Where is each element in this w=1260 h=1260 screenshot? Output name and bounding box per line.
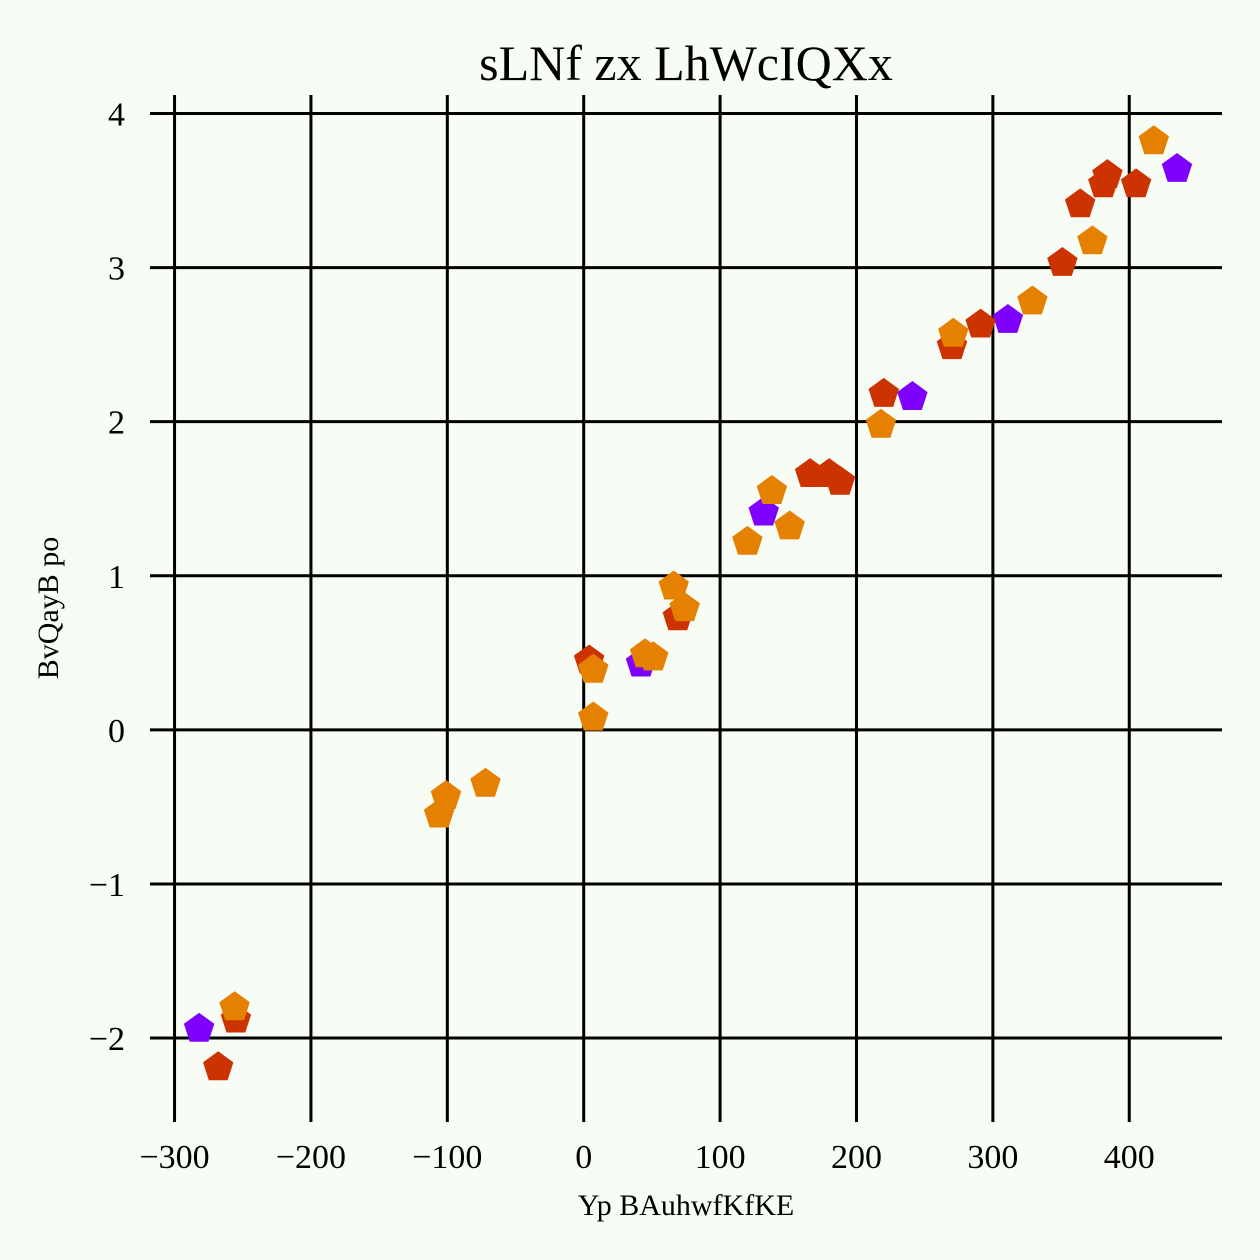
series-2 <box>219 125 1169 1021</box>
data-point <box>756 475 788 504</box>
chart-title: sLNf zx LhWcIQXx <box>479 35 893 91</box>
y-axis-ticks: −2 −1 0 1 2 3 4 <box>89 96 125 1058</box>
data-point <box>430 780 462 810</box>
y-axis-label: BvQayB po <box>32 537 65 680</box>
data-point <box>868 377 899 407</box>
data-points <box>183 125 1193 1081</box>
x-axis-ticks: −300 −200 −100 0 100 200 300 400 <box>139 1139 1154 1176</box>
data-point <box>1064 188 1096 218</box>
x-tick-label: 300 <box>967 1139 1018 1176</box>
data-point <box>578 701 609 731</box>
data-point <box>774 510 805 540</box>
data-point <box>1077 225 1108 255</box>
data-point <box>1120 168 1152 198</box>
y-tick-label: −2 <box>89 1021 125 1058</box>
y-tick-label: 4 <box>108 96 125 133</box>
data-point <box>938 317 969 347</box>
data-point <box>1138 125 1169 155</box>
data-point <box>183 1012 215 1042</box>
data-point <box>732 525 763 555</box>
data-point <box>203 1051 234 1081</box>
x-tick-label: 400 <box>1104 1139 1155 1176</box>
y-tick-label: 0 <box>108 713 125 750</box>
x-tick-label: 0 <box>575 1139 592 1176</box>
data-point <box>470 767 501 797</box>
x-axis-label: Yp BAuhwfKfKE <box>578 1189 794 1222</box>
data-point <box>992 304 1024 333</box>
data-point <box>1161 153 1193 182</box>
data-point <box>1092 159 1123 189</box>
grid <box>150 95 1222 1122</box>
data-point <box>1017 285 1048 315</box>
data-point <box>897 381 928 410</box>
data-point <box>219 991 250 1021</box>
data-point <box>865 408 897 438</box>
x-tick-label: −200 <box>276 1139 346 1176</box>
data-point <box>638 641 669 671</box>
data-point <box>658 570 689 600</box>
x-tick-label: −300 <box>139 1139 209 1176</box>
x-tick-label: 100 <box>695 1139 746 1176</box>
data-point <box>578 653 609 683</box>
y-tick-label: 2 <box>108 405 125 442</box>
x-tick-label: −100 <box>412 1139 482 1176</box>
y-tick-label: −1 <box>89 867 125 904</box>
data-point <box>1047 247 1078 276</box>
y-tick-label: 1 <box>108 559 125 596</box>
y-tick-label: 3 <box>108 251 125 288</box>
data-point <box>965 308 996 338</box>
x-tick-label: 200 <box>831 1139 882 1176</box>
data-point <box>824 465 856 495</box>
data-point <box>669 592 700 622</box>
